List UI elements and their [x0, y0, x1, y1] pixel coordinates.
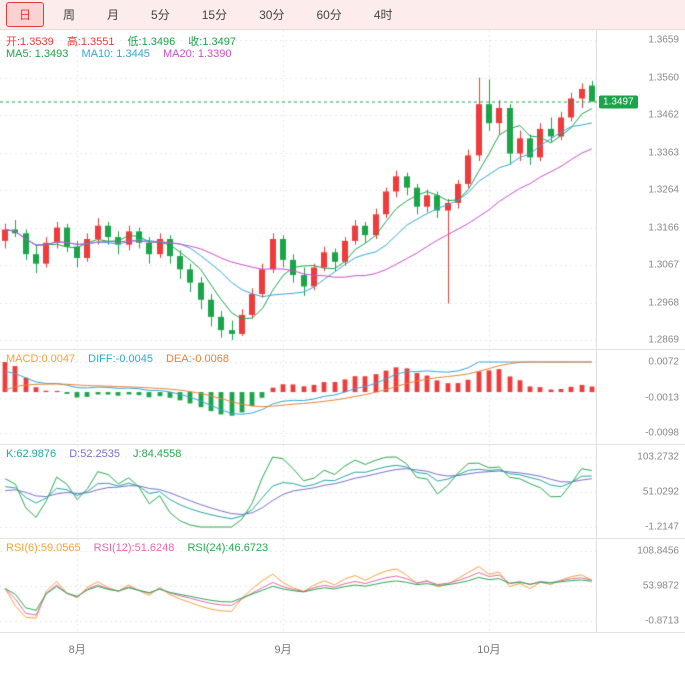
y-axis-label: -0.8713: [645, 615, 679, 627]
ma-legend: MA5: 1.3493 MA10: 1.3445 MA20: 1.3390: [6, 48, 242, 60]
y-axis-label: 53.9872: [642, 580, 679, 592]
close-value: 收:1.3497: [188, 36, 236, 48]
rsi-panel: RSI(6):59.0565 RSI(12):51.6248 RSI(24):4…: [0, 539, 685, 633]
y-axis-label: -0.0098: [645, 427, 679, 439]
ma10-value: MA10: 1.3445: [81, 48, 150, 60]
open-value: 开:1.3539: [6, 36, 54, 48]
tab-5min[interactable]: 5分: [151, 8, 170, 22]
high-value: 高:1.3551: [66, 36, 115, 48]
candlestick-panel: 开:1.3539 高:1.3551 低:1.3496 收:1.3497 MA5:…: [0, 30, 685, 350]
macd-value: MACD:0.0047: [6, 353, 76, 365]
ohlc-legend: 开:1.3539 高:1.3551 低:1.3496 收:1.3497: [6, 33, 246, 49]
kdj-legend: K:62.9876 D:52.2535 J:84.4558: [6, 448, 191, 460]
rsi12-value: RSI(12):51.6248: [93, 542, 175, 554]
y-axis-label: 1.3659: [648, 34, 679, 46]
x-axis: 8月 9月 10月: [0, 633, 685, 676]
x-axis-label-oct: 10月: [477, 644, 501, 656]
y-axis-label: 1.3363: [648, 147, 679, 158]
y-axis-label: 1.3462: [648, 109, 679, 121]
ma20-value: MA20: 1.3390: [163, 48, 232, 60]
y-axis-label: 1.3067: [648, 259, 679, 271]
y-axis-label: 1.2869: [648, 334, 679, 346]
tab-week[interactable]: 周: [63, 8, 76, 22]
d-value: D:52.2535: [69, 448, 120, 460]
low-value: 低:1.3496: [127, 36, 176, 48]
rsi24-value: RSI(24):46.6723: [187, 542, 269, 554]
kdj-panel: K:62.9876 D:52.2535 J:84.4558 103.2732 51…: [0, 445, 685, 539]
rsi-legend: RSI(6):59.0565 RSI(12):51.6248 RSI(24):4…: [6, 542, 278, 554]
x-axis-label-aug: 8月: [68, 644, 86, 656]
k-value: K:62.9876: [6, 448, 57, 460]
j-value: J:84.4558: [133, 448, 182, 460]
y-axis-label: 1.3264: [648, 184, 679, 196]
rsi6-value: RSI(6):59.0565: [6, 542, 81, 554]
price-badge: 1.3497: [599, 95, 638, 109]
tab-month[interactable]: 月: [107, 8, 120, 22]
y-axis-label: 1.2968: [648, 297, 679, 308]
dea-value: DEA:-0.0068: [166, 353, 230, 365]
tab-30min[interactable]: 30分: [259, 8, 285, 22]
main-chart-canvas[interactable]: [0, 30, 597, 349]
macd-canvas[interactable]: [0, 350, 597, 444]
macd-legend: MACD:0.0047 DIFF:-0.0045 DEA:-0.0068: [6, 353, 239, 365]
y-axis-label: 1.3560: [648, 72, 679, 83]
tab-60min[interactable]: 60分: [316, 8, 342, 22]
period-toolbar: 日 周 月 5分 15分 30分 60分 4时: [0, 0, 685, 30]
kdj-canvas[interactable]: [0, 445, 597, 538]
y-axis-label: 0.0072: [648, 356, 679, 368]
macd-panel: MACD:0.0047 DIFF:-0.0045 DEA:-0.0068 0.0…: [0, 350, 685, 445]
tab-15min[interactable]: 15分: [201, 8, 228, 22]
tab-4hour[interactable]: 4时: [373, 8, 393, 22]
y-axis-label: 103.2732: [637, 451, 679, 463]
y-axis-label: 51.0292: [642, 486, 679, 498]
tab-day[interactable]: 日: [6, 2, 45, 27]
rsi-canvas[interactable]: [0, 539, 597, 632]
y-axis-label: -1.2147: [645, 521, 679, 533]
diff-value: DIFF:-0.0045: [88, 353, 153, 365]
y-axis-label: 108.8456: [637, 545, 679, 557]
y-axis-label: -0.0013: [645, 392, 679, 403]
y-axis-label: 1.3166: [648, 222, 679, 233]
x-axis-label-sep: 9月: [274, 644, 292, 656]
ma5-value: MA5: 1.3493: [6, 48, 69, 60]
